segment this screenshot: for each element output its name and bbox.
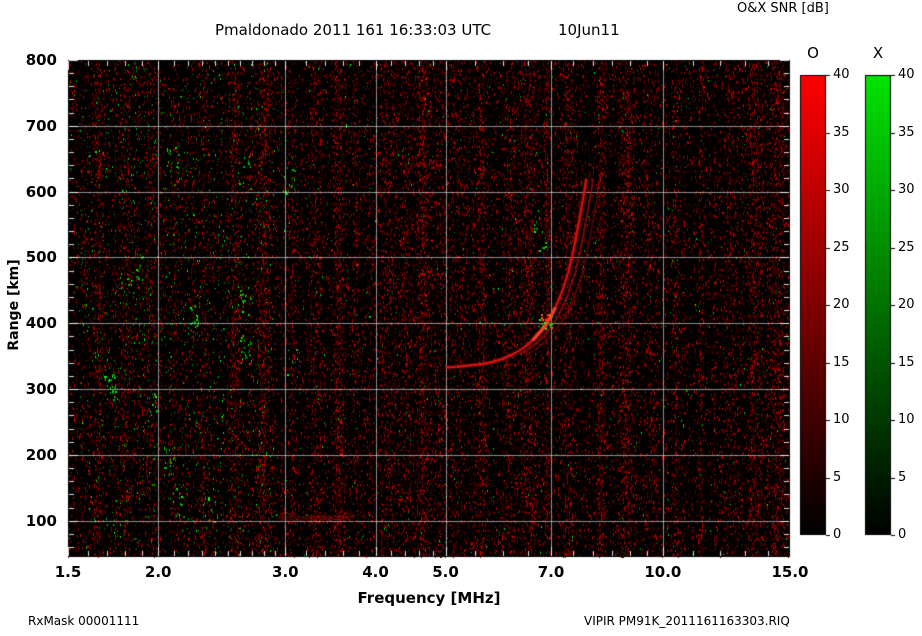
colorbar-tick-label: 10 [833, 412, 850, 427]
x-tick-label: 4.0 [362, 563, 389, 581]
colorbar-title: O&X SNR [dB] [737, 1, 829, 16]
colorbar-tick-label: 30 [833, 182, 850, 197]
plot-title: Pmaldonado 2011 161 16:33:03 UTC [215, 21, 492, 39]
colorbar-tick-label: 15 [833, 354, 850, 370]
y-tick-label: 800 [25, 51, 57, 69]
colorbar-tick-label: 35 [833, 124, 850, 140]
colorbar-tick-label: 30 [898, 182, 915, 197]
y-tick-label: 200 [25, 445, 57, 464]
y-tick-label: 700 [25, 116, 57, 135]
colorbar-tick-label: 10 [898, 412, 915, 427]
x-tick-label: 1.5 [54, 563, 82, 581]
plot-date-label: 10Jun11 [558, 21, 620, 39]
x-tick-label: 15.0 [771, 563, 809, 581]
y-tick-label: 500 [25, 248, 57, 267]
colorbar-tick-label: 25 [898, 239, 915, 255]
colorbar-tick-label: 40 [898, 67, 915, 82]
x-tick-label: 2.0 [144, 563, 172, 581]
colorbar-mode-label: O [807, 44, 819, 62]
colorbar-tick-label: 15 [898, 354, 915, 370]
x-tick-label: 3.0 [272, 563, 299, 581]
y-axis-title: Range [km] [6, 259, 22, 351]
colorbar-tick-label: 0 [833, 527, 842, 542]
x-axis-title: Frequency [MHz] [357, 589, 501, 607]
colorbar-tick-label: 20 [898, 297, 915, 312]
x-tick-label: 10.0 [644, 563, 682, 581]
colorbar-tick-label: 5 [833, 469, 842, 485]
y-tick-label: 600 [25, 182, 57, 201]
colorbar-mode-label: X [872, 44, 884, 62]
colorbar-tick-label: 25 [833, 239, 850, 255]
colorbar-tick-label: 35 [898, 124, 915, 140]
y-tick-label: 100 [25, 511, 57, 530]
colorbar-tick-label: 40 [833, 67, 850, 82]
x-tick-label: 5.0 [432, 563, 459, 581]
colorbar-tick-label: 20 [833, 297, 850, 312]
y-tick-label: 400 [25, 314, 57, 333]
colorbar-tick-label: 0 [898, 527, 907, 542]
file-name-label: VIPIR PM91K_2011161163303.RIQ [584, 614, 790, 628]
x-tick-label: 7.0 [537, 563, 565, 581]
y-tick-label: 300 [25, 380, 57, 399]
colorbar-tick-label: 5 [898, 469, 907, 485]
rxmask-label: RxMask 00001111 [28, 614, 140, 628]
